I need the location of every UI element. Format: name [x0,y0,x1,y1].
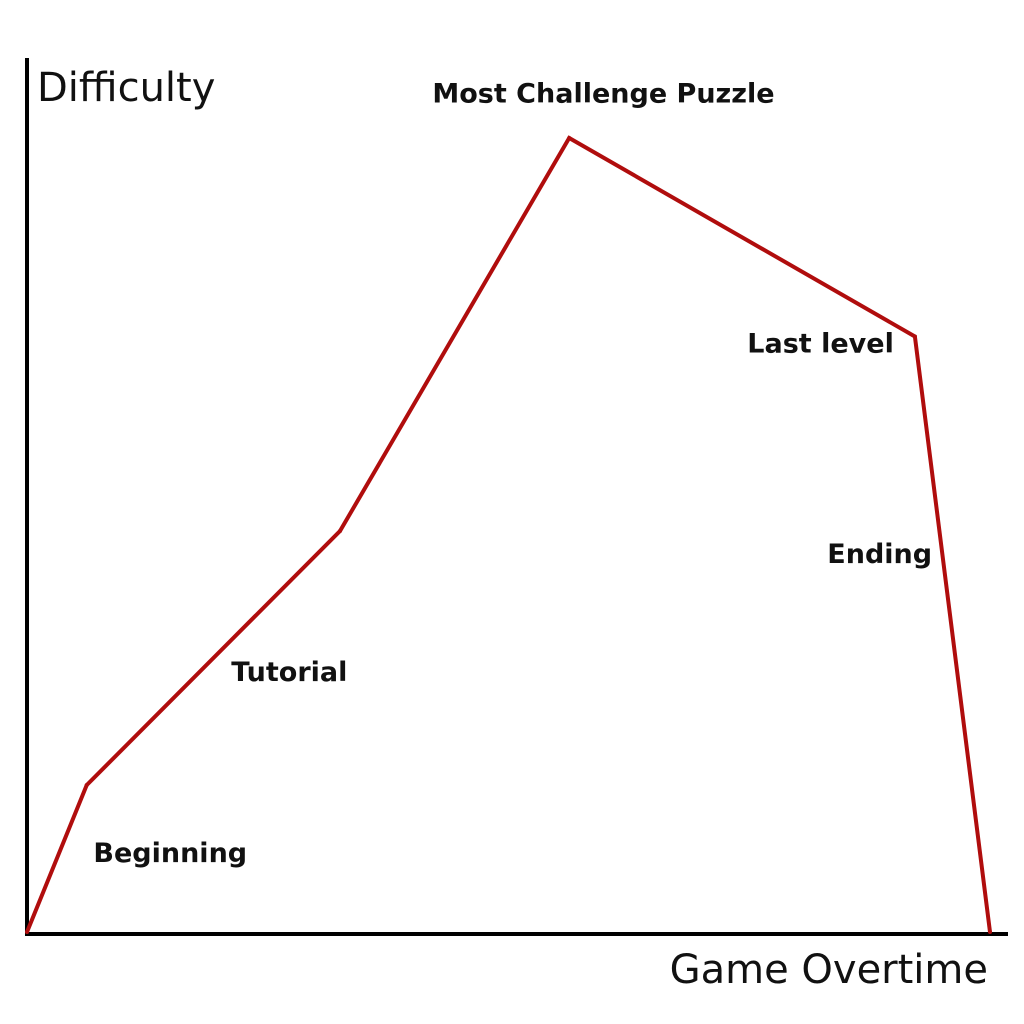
annotation-1: Beginning [93,838,247,869]
annotation-5: Ending [827,539,932,570]
annotation-2: Tutorial [231,657,347,688]
difficulty-curve [25,135,992,933]
x-axis-label: Game Overtime [670,947,988,993]
curve-point-6 [988,930,992,934]
annotations: Beginning Tutorial Most Challenge Puzzle La… [93,78,932,869]
curve-point-1 [25,930,29,934]
curve-point-4 [567,136,572,140]
curve-points [25,136,992,934]
curve-point-5 [912,334,917,339]
curve-point-2 [84,783,89,788]
curve-point-3 [338,529,342,533]
y-axis-label: Difficulty [37,65,215,111]
annotation-3: Most Challenge Puzzle [432,78,774,109]
annotation-4: Last level [747,328,894,359]
